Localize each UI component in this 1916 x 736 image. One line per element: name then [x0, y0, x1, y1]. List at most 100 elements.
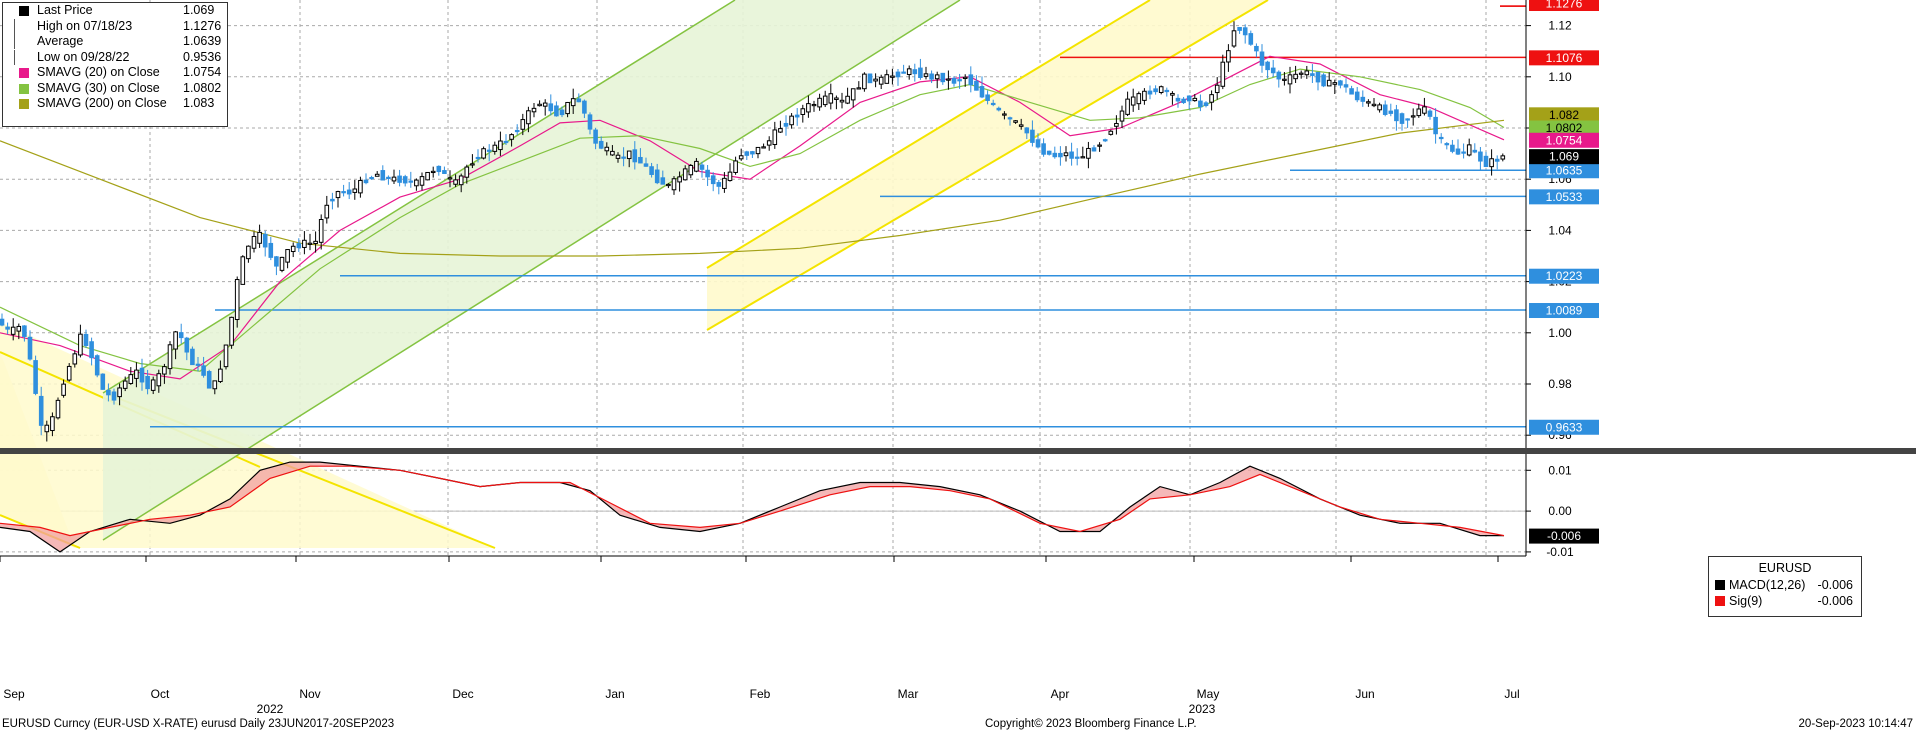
candle-body: [268, 242, 274, 258]
price-tick-label: 1.12: [1548, 19, 1572, 33]
candle-body: [873, 78, 878, 82]
candle-body: [694, 160, 699, 172]
x-tick-label: Jan: [605, 687, 624, 701]
candle-body: [128, 374, 134, 384]
candle-body: [974, 80, 979, 91]
candle-body: [811, 103, 817, 107]
x-tick-label: Apr: [1051, 687, 1070, 701]
candle-body: [430, 170, 436, 174]
candle-body: [895, 71, 901, 78]
candle-body: [44, 424, 50, 433]
candle-body: [134, 369, 139, 379]
candle-body: [1175, 97, 1181, 102]
macd-swatch: [1715, 580, 1725, 590]
value-badge-bg: [1529, 107, 1599, 123]
candle-body: [699, 164, 705, 170]
candle-body: [22, 325, 27, 337]
candle-body: [229, 316, 234, 346]
candle-body: [94, 355, 100, 376]
candle-body: [218, 368, 223, 383]
candle-body: [50, 416, 55, 432]
candle-body: [834, 97, 839, 100]
legend-swatch: [19, 99, 29, 109]
candle-body: [458, 175, 464, 186]
level-badge-bg: [1529, 163, 1599, 179]
candle-body: [117, 387, 122, 398]
legend-swatch: [14, 18, 15, 34]
candle-body: [526, 110, 531, 125]
candle-body: [10, 326, 16, 335]
candle-body: [1489, 158, 1494, 168]
candle-body: [1422, 106, 1427, 114]
candle-body: [1108, 130, 1114, 135]
legend-value: 1.0639: [183, 34, 222, 48]
legend-row: SMAVG (200) on Close 1.083: [3, 96, 227, 112]
candle-body: [901, 71, 906, 74]
candle-body: [397, 175, 402, 183]
candle-body: [447, 177, 453, 180]
candle-body: [318, 219, 324, 243]
candle-body: [1298, 72, 1304, 75]
candle-body: [1130, 96, 1136, 106]
candle-body: [38, 395, 44, 426]
legend-label: Average: [37, 34, 84, 48]
candle-body: [1427, 110, 1433, 117]
level-badge: 1.0533: [1546, 190, 1583, 204]
candle-body: [1242, 27, 1248, 36]
legend-label: Low on 09/28/22: [37, 49, 130, 64]
candle-body: [274, 256, 279, 267]
candle-body: [867, 73, 873, 84]
x-tick-label: Jul: [1504, 687, 1519, 701]
candle-body: [845, 95, 850, 104]
legend-row: High on 07/18/23 1.1276: [3, 18, 227, 35]
year-label: 2022: [257, 702, 284, 716]
candle-body: [1097, 144, 1102, 147]
price-tick-label: 1.10: [1548, 70, 1572, 84]
candle-body: [1478, 151, 1483, 162]
candle-body: [1494, 158, 1500, 162]
candle-body: [710, 175, 716, 185]
candle-body: [1220, 61, 1226, 87]
macd-value: -0.006: [1817, 578, 1853, 592]
candle-body: [100, 373, 106, 390]
legend-swatch: [19, 83, 29, 94]
candle-body: [1254, 45, 1259, 52]
candle-body: [772, 129, 778, 146]
footer-security: EURUSD Curncy (EUR-USD X-RATE) eurusd Da…: [2, 718, 395, 730]
candle-body: [1461, 151, 1466, 154]
macd-value-badge: -0.006: [1547, 529, 1581, 543]
candle-body: [996, 107, 1002, 111]
moving-average-line: [0, 68, 1505, 372]
candle-body: [341, 191, 346, 194]
candle-body: [167, 344, 173, 370]
candle-body: [828, 93, 834, 104]
candle-body: [1125, 98, 1130, 115]
candle-body: [212, 380, 218, 390]
candle-body: [531, 107, 537, 113]
level-badge: 1.0089: [1546, 304, 1583, 318]
price-tick-label: 1.00: [1548, 326, 1572, 340]
legend-value: 0.9536: [183, 49, 222, 64]
candle-body: [520, 119, 526, 130]
candle-body: [1399, 113, 1405, 124]
candle-body: [173, 331, 178, 350]
candle-body: [766, 140, 772, 146]
candle-body: [727, 171, 733, 182]
horizontal-levels: [150, 5, 1526, 428]
candle-body: [464, 166, 470, 178]
candle-body: [1405, 118, 1410, 121]
candle-body: [1270, 67, 1276, 74]
footer-timestamp: 20-Sep-2023 10:14:47: [1798, 718, 1913, 730]
candle-body: [918, 67, 923, 78]
candle-body: [1276, 71, 1282, 80]
candle-body: [1231, 30, 1237, 47]
candle-body: [985, 94, 990, 101]
x-tick-label: Feb: [750, 687, 771, 701]
candle-body: [335, 191, 341, 199]
candle-body: [1164, 89, 1170, 93]
x-tick-label: Nov: [299, 687, 320, 701]
candle-body: [666, 183, 671, 187]
candle-body: [83, 333, 89, 346]
candle-body: [1018, 124, 1024, 127]
legend-label: SMAVG (20) on Close: [37, 65, 160, 79]
